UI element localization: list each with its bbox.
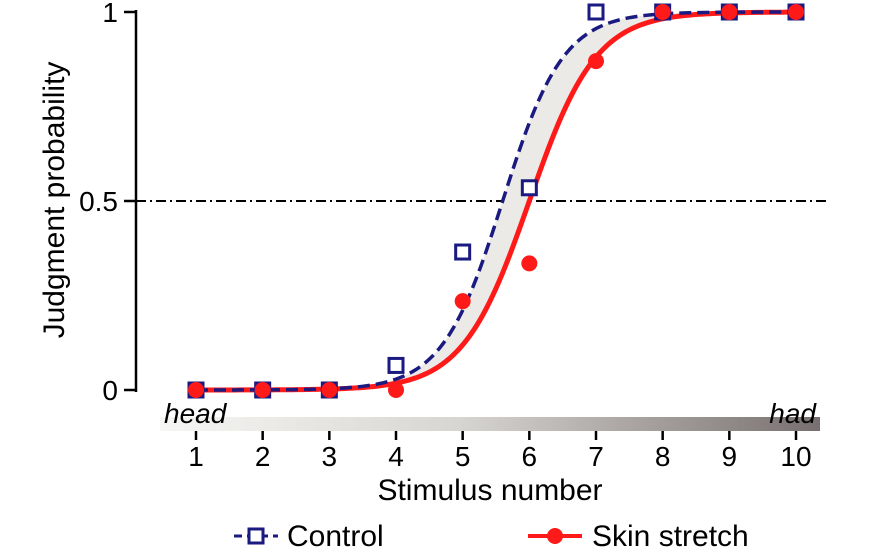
y-tick-label: 0.5 bbox=[79, 186, 118, 217]
y-ticks: 00.51 bbox=[79, 0, 136, 406]
x-tick-label: 5 bbox=[455, 441, 471, 472]
legend-control-label: Control bbox=[287, 520, 384, 553]
legend-item-skin-stretch: Skin stretch bbox=[528, 520, 749, 553]
x-tick-label: 3 bbox=[322, 441, 338, 472]
continuum-start-label: head bbox=[164, 398, 228, 429]
control-data-point bbox=[387, 356, 405, 374]
legend-item-control: Control bbox=[234, 520, 384, 553]
stimulus-continuum-bar bbox=[160, 417, 820, 431]
x-ticks: 1 2 3 4 5 6 7 8 9 10 bbox=[188, 431, 812, 472]
skin-stretch-data-point bbox=[388, 382, 404, 398]
x-tick-label: 2 bbox=[255, 441, 271, 472]
skin-stretch-data-point bbox=[521, 255, 538, 272]
skin-stretch-data-point bbox=[321, 382, 338, 398]
x-tick-label: 6 bbox=[522, 441, 538, 472]
fitted-curves bbox=[195, 9, 797, 393]
skin-stretch-data-point bbox=[788, 4, 804, 20]
x-tick-label: 8 bbox=[655, 441, 671, 472]
skin-stretch-data-point bbox=[654, 4, 671, 20]
continuum-end-label: had bbox=[769, 398, 817, 429]
x-tick-label: 7 bbox=[588, 441, 604, 472]
x-tick-label: 4 bbox=[388, 441, 404, 472]
control-data-point bbox=[454, 243, 472, 261]
control-data-point bbox=[587, 3, 605, 21]
skin-stretch-data-point bbox=[454, 293, 471, 310]
x-axis-title: Stimulus number bbox=[377, 474, 602, 507]
legend-skin-stretch-marker bbox=[547, 528, 563, 544]
y-tick-label: 0 bbox=[102, 375, 118, 406]
y-axis-title: Judgment probability bbox=[38, 62, 71, 339]
legend-control-marker bbox=[247, 527, 265, 545]
skin-stretch-data-point bbox=[254, 382, 271, 398]
control-fit-curve bbox=[195, 10, 797, 392]
x-tick-label: 9 bbox=[722, 441, 738, 472]
y-tick-label: 1 bbox=[102, 0, 118, 28]
skin-stretch-data-point bbox=[588, 53, 604, 70]
data-markers bbox=[187, 3, 805, 399]
x-tick-label: 10 bbox=[780, 441, 811, 472]
skin-stretch-data-point bbox=[721, 4, 738, 20]
control-data-point bbox=[520, 179, 538, 197]
legend: Control Skin stretch bbox=[234, 520, 749, 553]
x-tick-label: 1 bbox=[188, 441, 204, 472]
legend-skin-stretch-label: Skin stretch bbox=[592, 520, 749, 553]
skin-stretch-data-point bbox=[188, 382, 204, 398]
